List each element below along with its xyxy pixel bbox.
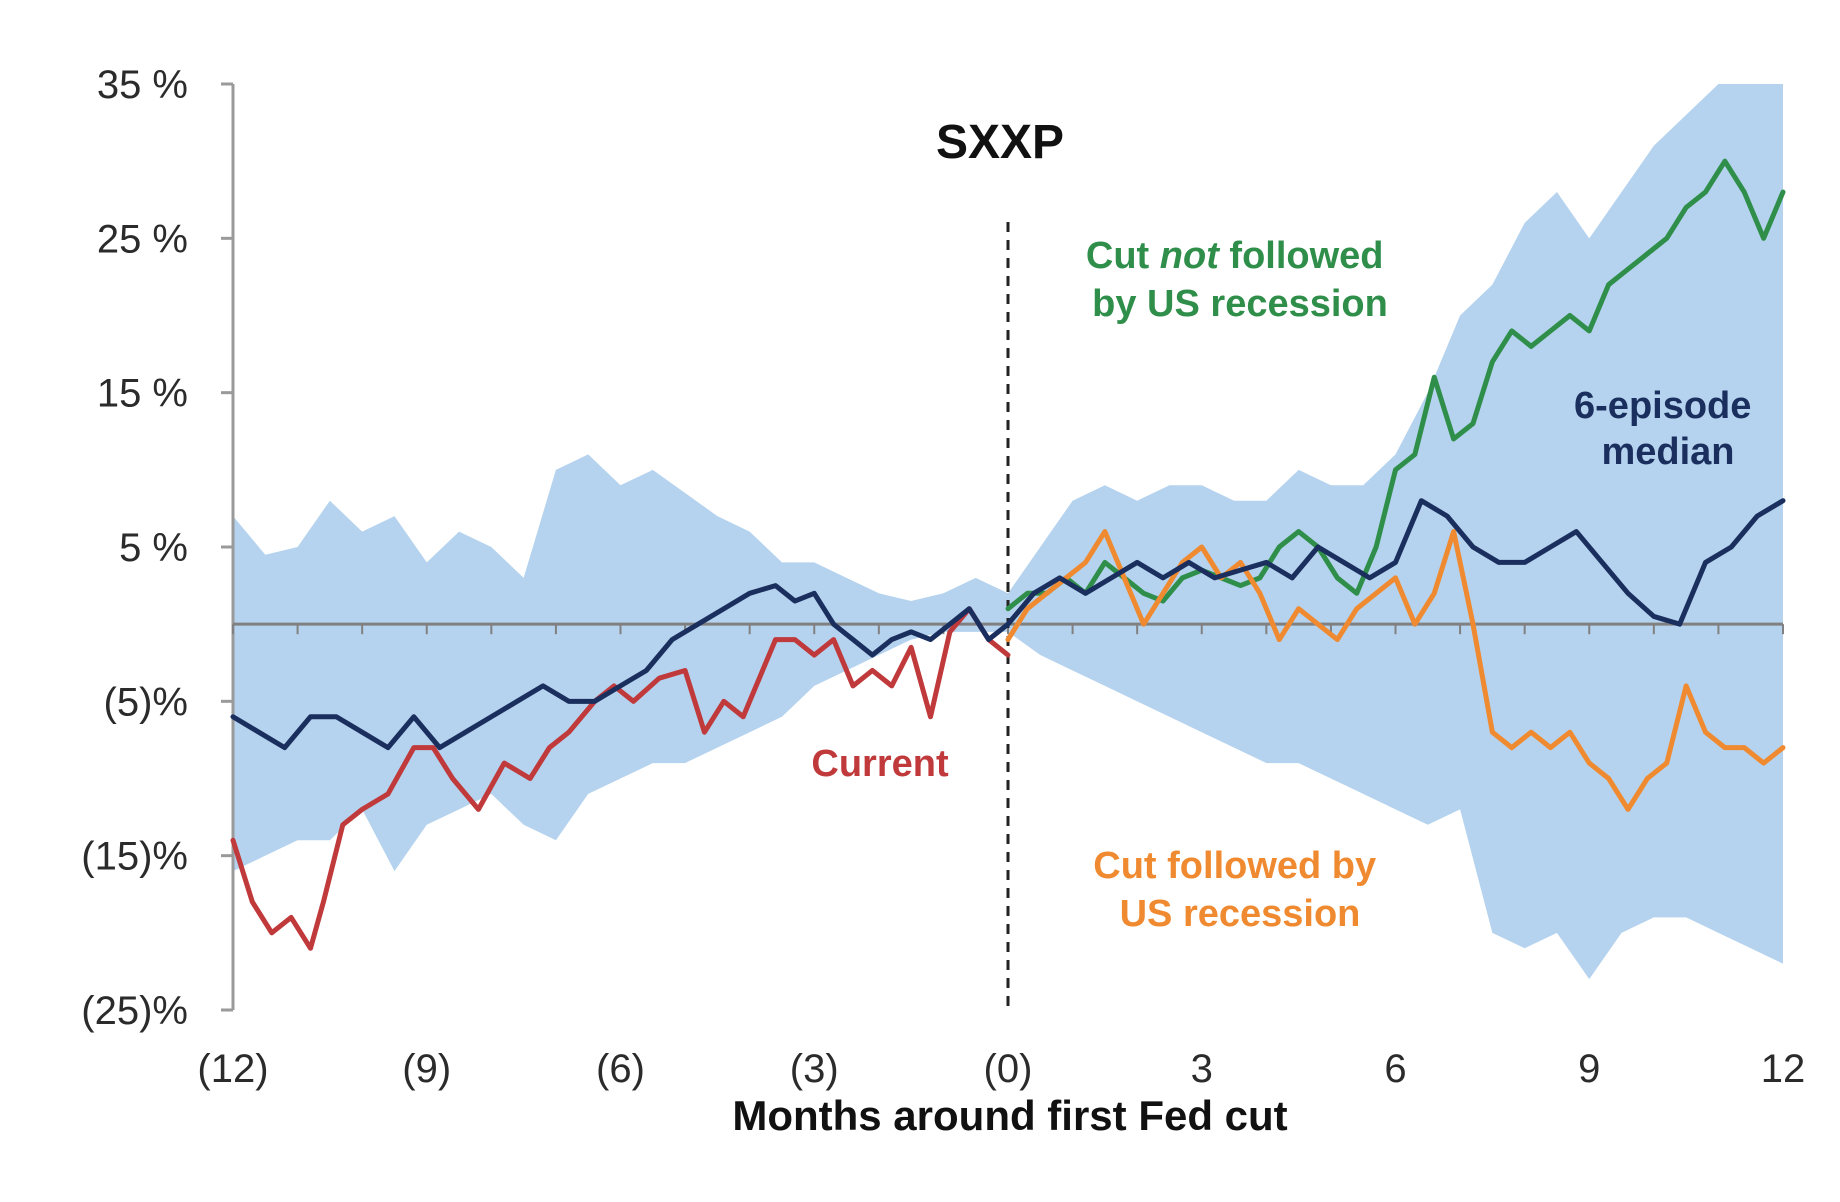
- series-line-1: [1005, 158, 1786, 612]
- annotation-cut-not-followed-line2: by US recession: [1092, 283, 1388, 325]
- y-tick-label: 25 %: [97, 217, 188, 261]
- series-group: [230, 158, 1786, 951]
- x-tick-label: (9): [402, 1047, 451, 1091]
- range-band: [233, 84, 1783, 980]
- y-tick-label: (25)%: [81, 989, 188, 1033]
- x-tick-label: 3: [1191, 1047, 1213, 1091]
- chart-title: SXXP: [936, 116, 1064, 169]
- x-tick-label: (12): [197, 1047, 268, 1091]
- y-tick-label: 5 %: [119, 526, 188, 570]
- y-tick-label: 15 %: [97, 372, 188, 416]
- series-line-0: [230, 606, 1011, 951]
- series-line-3: [230, 498, 1786, 751]
- annotation-cut-followed: Cut followed by US recession: [1093, 845, 1386, 935]
- y-tick-label: 35 %: [97, 63, 188, 107]
- annotation-median: 6-episode median: [1574, 385, 1762, 473]
- y-axis: 35 % 25 % 15 % 5 % (5)% (15)% (25)%: [81, 63, 235, 1033]
- x-axis-label: Months around first Fed cut: [732, 1092, 1287, 1139]
- y-tick-label: (15)%: [81, 835, 188, 879]
- x-tick-label: (0): [984, 1047, 1033, 1091]
- x-axis: (12) (9) (6) (3) (0) 3 6 9 12: [197, 624, 1805, 1091]
- annotation-cut-followed-line1: Cut followed by: [1093, 845, 1376, 887]
- x-tick-label: 9: [1578, 1047, 1600, 1091]
- x-tick-label: 6: [1384, 1047, 1406, 1091]
- annotation-cut-not-followed-line1: Cut not followed: [1086, 235, 1384, 277]
- plot-area: 35 % 25 % 15 % 5 % (5)% (15)% (25)% (12) (9) (6)…: [81, 63, 1805, 1091]
- annotation-current: Current: [811, 743, 949, 785]
- annotation-median-line2: median: [1601, 431, 1734, 473]
- y-tick-label: (5)%: [104, 680, 188, 724]
- annotation-cut-not-followed: Cut not followed by US recession: [1086, 235, 1394, 325]
- x-tick-label: (3): [790, 1047, 839, 1091]
- annotation-word: followed: [1219, 235, 1384, 277]
- annotation-cut-followed-line2: US recession: [1120, 893, 1361, 935]
- series-line-2: [1005, 529, 1786, 812]
- annotation-word: not: [1149, 235, 1220, 277]
- annotation-word: Cut: [1086, 235, 1150, 277]
- annotation-median-line1: 6-episode: [1574, 385, 1751, 427]
- x-tick-label: 12: [1761, 1047, 1806, 1091]
- x-tick-label: (6): [596, 1047, 645, 1091]
